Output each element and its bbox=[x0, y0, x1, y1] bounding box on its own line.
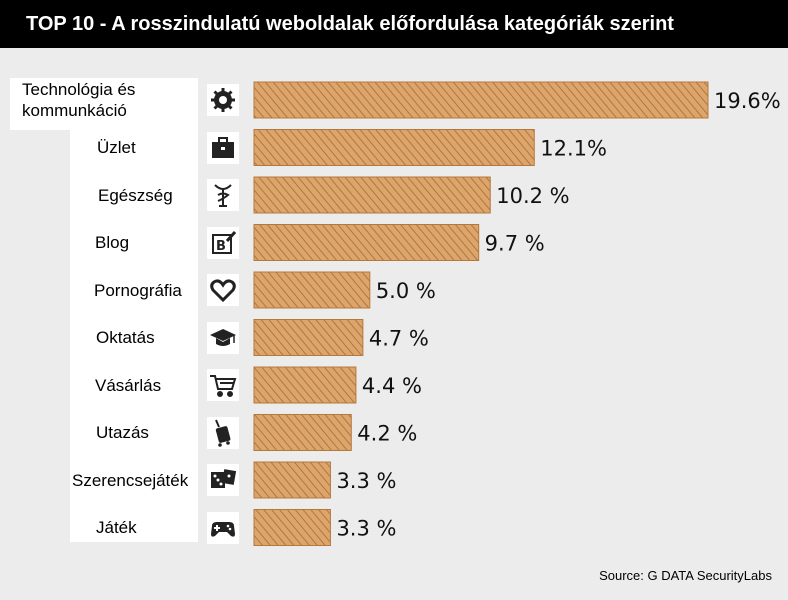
category-label-8: Utazás bbox=[96, 422, 149, 443]
bar-7 bbox=[253, 366, 357, 404]
category-label-5: Pornográfia bbox=[94, 280, 182, 301]
bar-1 bbox=[253, 81, 709, 119]
shopping-cart-icon bbox=[207, 369, 239, 401]
source-note: Source: G DATA SecurityLabs bbox=[599, 568, 772, 583]
bar-5 bbox=[253, 271, 371, 309]
graduation-cap-icon bbox=[207, 321, 239, 354]
category-label-line: Üzlet bbox=[97, 138, 136, 157]
value-label-9: 3.3 % bbox=[336, 469, 396, 493]
category-label-line: Utazás bbox=[96, 423, 149, 442]
tech-label-box bbox=[10, 78, 198, 130]
luggage-icon bbox=[207, 416, 239, 449]
gear-icon bbox=[207, 84, 239, 116]
category-label-1: Technológia és kommunkáció bbox=[22, 79, 135, 121]
category-label-line: kommunkáció bbox=[22, 101, 127, 120]
category-label-line: Egészség bbox=[98, 185, 173, 205]
caduceus-icon bbox=[207, 179, 239, 211]
category-label-10: Játék bbox=[96, 517, 137, 538]
chart-title: TOP 10 - A rosszindulatú weboldalak előf… bbox=[0, 0, 788, 48]
value-label-10: 3.3 % bbox=[336, 517, 396, 541]
bar-10 bbox=[253, 509, 331, 546]
dice-icon bbox=[207, 464, 239, 496]
value-label-8: 4.2 % bbox=[357, 422, 417, 446]
category-label-line: Blog bbox=[95, 233, 130, 252]
value-label-7: 4.4 % bbox=[362, 374, 422, 398]
bar-6 bbox=[253, 319, 364, 356]
value-label-6: 4.7 % bbox=[369, 327, 429, 351]
category-label-line: Oktatás bbox=[96, 328, 155, 347]
bar-8 bbox=[253, 414, 352, 451]
value-label-5: 5.0 % bbox=[376, 279, 436, 303]
category-label-7: Vásárlás bbox=[95, 375, 161, 396]
value-label-4: 9.7 % bbox=[485, 232, 545, 256]
category-label-4: Blog bbox=[95, 232, 129, 253]
value-label-2: 12.1% bbox=[540, 137, 607, 161]
category-label-9: Szerencsejáték bbox=[72, 470, 188, 491]
bar-9 bbox=[253, 461, 331, 499]
label-panel bbox=[70, 128, 198, 542]
blog-icon: B bbox=[207, 226, 239, 259]
svg-text:B: B bbox=[216, 239, 226, 254]
category-label-line: Szerencsejáték bbox=[72, 470, 189, 490]
bar-4 bbox=[253, 224, 480, 261]
gamepad-icon bbox=[207, 511, 239, 544]
bar-3 bbox=[253, 176, 491, 214]
heart-icon bbox=[207, 274, 239, 306]
category-label-line: Pornográfia bbox=[94, 280, 182, 300]
category-label-line: Játék bbox=[96, 518, 137, 537]
bar-2 bbox=[253, 129, 535, 166]
briefcase-icon bbox=[207, 131, 239, 164]
category-label-3: Egészség bbox=[98, 185, 173, 206]
category-label-line: Technológia és bbox=[22, 80, 136, 99]
category-label-2: Üzlet bbox=[97, 137, 136, 158]
category-label-6: Oktatás bbox=[96, 327, 155, 348]
category-label-line: Vásárlás bbox=[95, 375, 162, 395]
value-label-3: 10.2 % bbox=[496, 184, 569, 208]
value-label-1: 19.6% bbox=[714, 89, 781, 113]
